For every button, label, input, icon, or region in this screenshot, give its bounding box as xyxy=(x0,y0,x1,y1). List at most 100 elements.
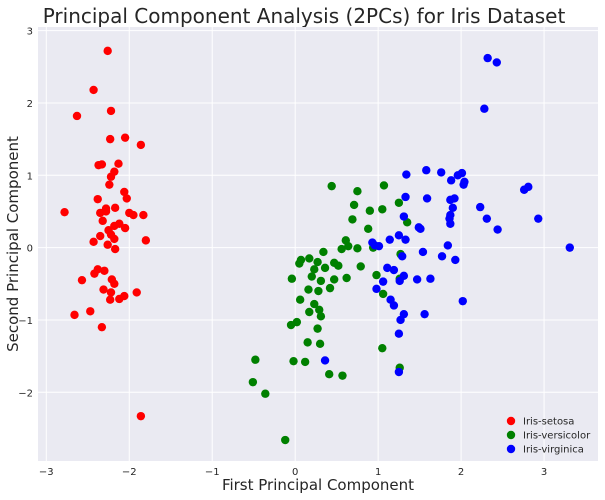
iris-setosa-point xyxy=(97,322,107,332)
iris-versicolor-point xyxy=(353,244,362,253)
iris-setosa-point xyxy=(105,295,115,304)
iris-virginica-point xyxy=(446,195,455,205)
iris-virginica-point xyxy=(448,203,458,213)
x-tick-label: −3 xyxy=(39,467,54,478)
x-tick-label: 0 xyxy=(292,467,298,478)
iris-setosa-point xyxy=(139,210,148,220)
iris-virginica-point xyxy=(437,168,446,177)
iris-virginica-point xyxy=(416,224,425,234)
iris-versicolor-point xyxy=(319,247,328,257)
iris-setosa-point xyxy=(114,159,123,168)
y-tick-label: 1 xyxy=(27,171,33,182)
iris-virginica-point xyxy=(451,255,460,265)
iris-versicolor-point xyxy=(338,371,347,380)
iris-setosa-point xyxy=(110,221,119,231)
iris-setosa-point xyxy=(129,210,138,220)
iris-versicolor-point xyxy=(315,339,325,349)
iris-setosa-point xyxy=(100,266,109,275)
iris-virginica-point xyxy=(475,202,485,212)
iris-setosa-point xyxy=(136,411,146,421)
y-tick-label: 3 xyxy=(27,27,33,38)
iris-setosa-point xyxy=(110,203,120,213)
iris-virginica-point xyxy=(565,243,574,252)
iris-virginica-point xyxy=(420,309,429,319)
iris-virginica-point xyxy=(396,315,405,325)
iris-versicolor-point xyxy=(329,275,339,284)
iris-virginica-point xyxy=(394,329,404,338)
iris-virginica-point xyxy=(385,235,394,244)
iris-versicolor-point xyxy=(286,320,296,330)
iris-virginica-point xyxy=(389,265,399,275)
iris-setosa-point xyxy=(90,269,99,278)
iris-virginica-point xyxy=(418,247,428,257)
iris-versicolor-point xyxy=(314,286,323,296)
iris-virginica-point xyxy=(446,219,455,228)
iris-setosa-point xyxy=(136,140,146,150)
iris-setosa-point xyxy=(141,236,151,245)
legend-marker-iris-setosa xyxy=(506,416,516,426)
iris-versicolor-point xyxy=(287,274,297,283)
iris-versicolor-point xyxy=(372,270,381,280)
legend-label-iris-virginica: Iris-virginica xyxy=(523,445,584,456)
iris-versicolor-point xyxy=(379,181,389,190)
iris-setosa-point xyxy=(110,234,119,244)
iris-versicolor-point xyxy=(307,272,316,281)
iris-versicolor-point xyxy=(325,283,335,293)
iris-setosa-point xyxy=(72,111,82,121)
iris-virginica-point xyxy=(394,231,404,240)
x-tick-label: −1 xyxy=(205,467,220,478)
iris-setosa-point xyxy=(120,187,129,197)
iris-versicolor-point xyxy=(344,241,353,251)
iris-virginica-point xyxy=(426,274,435,283)
iris-setosa-point xyxy=(115,294,124,304)
legend-label-iris-versicolor: Iris-versicolor xyxy=(523,431,591,442)
y-tick-label: −1 xyxy=(18,316,33,327)
iris-setosa-point xyxy=(99,285,108,294)
iris-versicolor-point xyxy=(337,244,346,254)
iris-virginica-point xyxy=(398,252,407,261)
iris-versicolor-point xyxy=(316,312,326,321)
iris-setosa-point xyxy=(93,194,102,204)
plot-area xyxy=(38,27,598,461)
iris-versicolor-point xyxy=(310,265,319,274)
iris-versicolor-point xyxy=(261,389,270,398)
x-axis-label: First Principal Component xyxy=(222,476,414,494)
iris-virginica-point xyxy=(459,180,468,189)
x-tick-label: −2 xyxy=(122,467,137,478)
legend-marker-iris-versicolor xyxy=(506,430,516,440)
iris-virginica-point xyxy=(453,171,462,180)
iris-setosa-point xyxy=(77,275,87,285)
iris-versicolor-point xyxy=(251,355,260,364)
legend-label-iris-setosa: Iris-setosa xyxy=(523,417,574,428)
iris-versicolor-point xyxy=(342,273,351,283)
y-tick-label: −2 xyxy=(18,388,33,399)
iris-versicolor-point xyxy=(310,299,319,309)
iris-versicolor-point xyxy=(248,377,258,387)
iris-versicolor-point xyxy=(305,254,314,263)
iris-versicolor-point xyxy=(356,262,365,271)
iris-virginica-point xyxy=(399,212,409,221)
iris-versicolor-point xyxy=(315,305,324,315)
iris-versicolor-point xyxy=(303,338,312,347)
iris-versicolor-point xyxy=(313,324,322,333)
iris-virginica-point xyxy=(320,356,330,365)
iris-versicolor-point xyxy=(316,276,326,286)
x-tick-label: 2 xyxy=(458,467,464,478)
iris-versicolor-point xyxy=(365,206,375,215)
y-axis-label: Second Principal Component xyxy=(4,136,22,352)
iris-versicolor-point xyxy=(394,198,404,207)
tick-labels: −3 −2 −1 0 1 2 3 −2 −1 0 1 2 3 xyxy=(18,27,547,478)
iris-setosa-point xyxy=(98,216,107,226)
iris-versicolor-point xyxy=(300,357,310,367)
iris-versicolor-point xyxy=(281,435,290,445)
iris-versicolor-point xyxy=(320,263,330,273)
iris-versicolor-point xyxy=(378,289,388,299)
iris-setosa-point xyxy=(122,194,131,203)
iris-setosa-point xyxy=(103,46,112,56)
iris-versicolor-point xyxy=(305,307,314,317)
iris-setosa-point xyxy=(89,85,98,95)
iris-versicolor-point xyxy=(363,224,373,234)
iris-versicolor-point xyxy=(334,261,343,270)
iris-setosa-point xyxy=(132,288,141,297)
